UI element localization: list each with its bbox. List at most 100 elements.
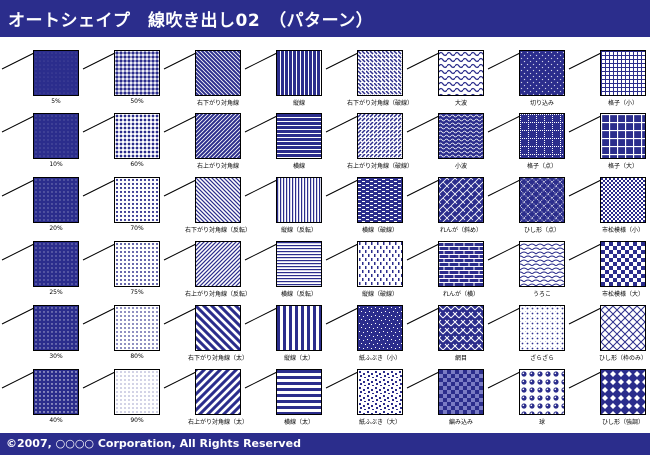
pattern-label: 市松模様（大）	[601, 291, 644, 298]
pattern-cell: 60%	[81, 106, 162, 172]
callout-leader-line	[406, 243, 440, 261]
pattern-label: 縦線	[292, 100, 305, 107]
pattern-cell: 右下がり対角線（反転）	[162, 170, 251, 236]
pattern-swatch-wave-small	[438, 113, 484, 159]
pattern-label: ひし形（枠のみ）	[598, 355, 647, 362]
pattern-label: 80%	[130, 353, 144, 360]
pattern-swatch-vertical-wide	[276, 305, 322, 351]
callout-leader-line	[487, 307, 521, 325]
callout-leader-line	[406, 307, 440, 325]
callout-leader-line	[244, 52, 278, 70]
pattern-label: 網目	[454, 355, 467, 362]
pattern-swatch-horizontal-wide	[276, 369, 322, 415]
pattern-cell: 編み込み	[405, 362, 486, 428]
callout-leader-line	[1, 371, 35, 389]
callout-leader-line	[163, 307, 197, 325]
pattern-label: 縦線（破線）	[361, 291, 398, 298]
pattern-swatch-dots-5	[33, 50, 79, 96]
callout-leader-line	[163, 52, 197, 70]
pattern-label: 格子（点）	[526, 163, 557, 170]
callout-leader-line	[82, 179, 116, 197]
pattern-cell: 50%	[81, 43, 162, 109]
pattern-cell: 40%	[0, 362, 81, 428]
pattern-label: 縦線（反転）	[280, 227, 317, 234]
callout-leader-line	[568, 115, 602, 133]
pattern-label: 右上がり対角線	[196, 163, 239, 170]
pattern-swatch-horizontal-inverted	[276, 241, 322, 287]
callout-leader-line	[163, 371, 197, 389]
pattern-cell: れんが（斜め）	[405, 170, 486, 236]
pattern-cell: 75%	[81, 234, 162, 300]
pattern-swatch-diamond-solid	[600, 369, 646, 415]
pattern-label: 球	[538, 419, 545, 426]
pattern-label: 右上がり対角線（破線）	[346, 163, 413, 170]
callout-leader-line	[325, 307, 359, 325]
pattern-swatch-diamond-outline	[600, 305, 646, 351]
callout-leader-line	[1, 307, 35, 325]
pattern-cell: ひし形（点）	[486, 170, 567, 236]
callout-leader-line	[568, 243, 602, 261]
pattern-swatch-dots-75	[114, 241, 160, 287]
pattern-label: 10%	[49, 161, 63, 168]
callout-leader-line	[1, 52, 35, 70]
pattern-swatch-dots-20	[33, 177, 79, 223]
callout-leader-line	[82, 371, 116, 389]
pattern-cell: 横線（破線）	[324, 170, 405, 236]
pattern-cell: 紙ふぶき（小）	[324, 298, 405, 364]
pattern-swatch-dots-40	[33, 369, 79, 415]
pattern-swatch-vertical-thin	[276, 50, 322, 96]
pattern-swatch-divot	[519, 50, 565, 96]
callout-leader-line	[82, 243, 116, 261]
callout-leader-line	[325, 179, 359, 197]
pattern-label: 切り込み	[529, 100, 554, 107]
pattern-cell: ひし形（枠のみ）	[567, 298, 648, 364]
pattern-swatch-checker-large	[600, 241, 646, 287]
callout-leader-line	[325, 371, 359, 389]
pattern-label: 横線（太）	[283, 419, 314, 426]
pattern-label: 格子（小）	[607, 100, 638, 107]
pattern-label: 市松模様（小）	[601, 227, 644, 234]
pattern-cell: 格子（点）	[486, 106, 567, 172]
pattern-swatch-diag-down-inverted	[195, 177, 241, 223]
pattern-swatch-confetti-large	[357, 369, 403, 415]
callout-leader-line	[244, 179, 278, 197]
pattern-label: 格子（大）	[607, 163, 638, 170]
pattern-swatch-dotted-diamond	[519, 177, 565, 223]
pattern-cell: 右上がり対角線（太）	[162, 362, 248, 428]
pattern-label: 右下がり対角線（破線）	[346, 100, 413, 107]
callout-leader-line	[487, 115, 521, 133]
pattern-cell: 大波	[405, 43, 486, 109]
pattern-label: 紙ふぶき（小）	[358, 355, 401, 362]
pattern-swatch-brick-horizontal	[438, 241, 484, 287]
pattern-cell: 右上がり対角線（破線）	[324, 106, 413, 172]
callout-leader-line	[82, 307, 116, 325]
callout-leader-line	[244, 307, 278, 325]
pattern-swatch-sphere-ish	[519, 305, 565, 351]
pattern-label: 紙ふぶき（大）	[358, 419, 401, 426]
pattern-cell: 紙ふぶき（大）	[324, 362, 405, 428]
callout-leader-line	[568, 371, 602, 389]
footer-bar: ©2007, ○○○○ Corporation, All Rights Rese…	[0, 433, 650, 455]
pattern-label: れんが（横）	[442, 291, 479, 298]
pattern-swatch-dots-70	[114, 177, 160, 223]
callout-leader-line	[487, 371, 521, 389]
pattern-swatch-shingle	[519, 241, 565, 287]
pattern-cell: 横線（太）	[243, 362, 324, 428]
pattern-cell: 小波	[405, 106, 486, 172]
pattern-label: 75%	[130, 289, 144, 296]
pattern-label: ひし形（点）	[523, 227, 560, 234]
pattern-label: 横線	[292, 163, 305, 170]
pattern-cell: 縦線（太）	[243, 298, 324, 364]
pattern-label: 編み込み	[448, 419, 473, 426]
callout-leader-line	[325, 243, 359, 261]
pattern-cell: 右下がり対角線（破線）	[324, 43, 413, 109]
pattern-label: ひし形（強調）	[601, 419, 644, 426]
pattern-cell: 横線（反転）	[243, 234, 324, 300]
pattern-label: ざらざら	[529, 355, 554, 362]
copyright-text: ©2007, ○○○○ Corporation, All Rights Rese…	[6, 437, 301, 450]
pattern-swatch-dots-30	[33, 305, 79, 351]
callout-leader-line	[82, 115, 116, 133]
pattern-swatch-dots-80	[114, 305, 160, 351]
pattern-swatch-dots-60	[114, 113, 160, 159]
pattern-cell: 網目	[405, 298, 486, 364]
